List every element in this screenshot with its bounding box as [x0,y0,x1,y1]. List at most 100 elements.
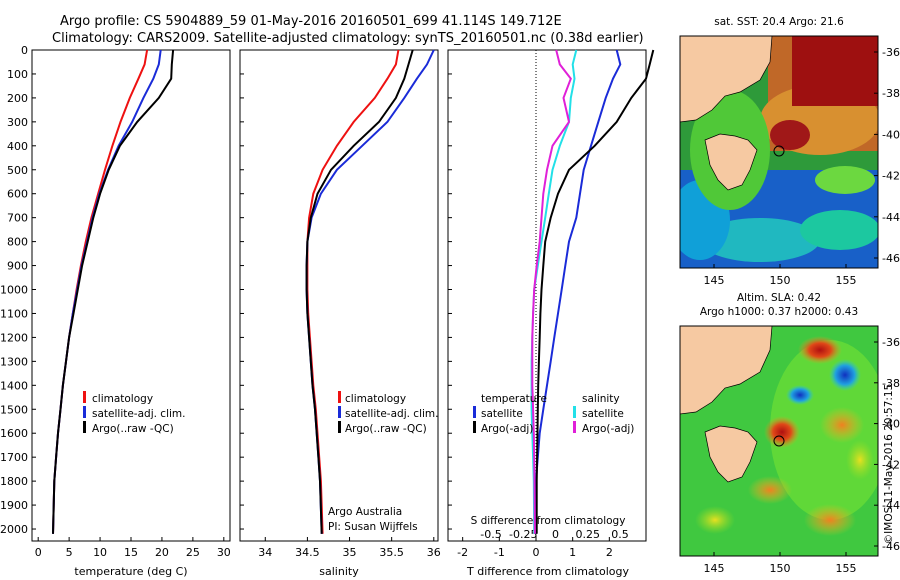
x-tick-label: 10 [93,546,107,559]
map-y-tick-label: -40 [882,418,900,431]
difference-lines [530,49,655,534]
sla-map-title-line2: Argo h1000: 0.37 h2000: 0.43 [700,306,858,318]
legend-t-satellite: satellite [481,408,523,420]
legend-swatch-argo [83,421,86,433]
x-tick-label: 0 [533,546,540,559]
temperature-xlabel: temperature (deg C) [74,565,187,578]
float-position-marker [773,435,785,447]
map-y-tick-label: -46 [882,540,900,553]
y-tick-label: 1000 [0,284,28,297]
x-top-tick-label: -0.5 [480,528,501,541]
temperature-legend: climatology satellite-adj. clim. Argo(..… [83,391,185,435]
y-tick-label: 1500 [0,403,28,416]
difference-axes [447,49,647,542]
y-tick-label: 100 [7,68,28,81]
map-y-tick-label: -36 [882,336,900,349]
x-tick-label: 34.5 [295,546,320,559]
salinity-panel: 34 34.5 35 35.5 36 salinity climatology sate… [239,49,441,578]
difference-panel: -2 -1 0 1 2-0.5 -0.25 0 0.25 0.5 S difference fr… [447,49,655,578]
series-line-satellite [535,49,622,534]
map-y-tick-label: -36 [882,46,900,59]
credit: ©IMOS 11-May-2016 20:57:15 [883,384,895,545]
map-x-tick-label: 155 [836,562,857,575]
salinity-lines [305,49,435,534]
legend-s-satellite: satellite [582,408,624,420]
map-y-tick-label: -46 [882,252,900,265]
x-top-tick-label: 0 [552,528,559,541]
legend-climatology: climatology [92,393,153,405]
series-line-satellite-adj-clim- [52,49,162,534]
y-tick-label: 700 [7,212,28,225]
title-line1: Argo profile: CS 5904889_59 01-May-2016 … [60,14,562,29]
y-tick-label: 200 [7,92,28,105]
temperature-panel: 0100200300400500600700800900100011001200… [0,44,452,578]
x-top-tick-label: 0.5 [611,528,629,541]
y-tick-label: 300 [7,116,28,129]
series-line-argo-raw-qc- [52,49,175,534]
y-tick-label: 1700 [0,451,28,464]
map-y-tick-label: -42 [882,458,900,471]
y-tick-label: 600 [7,188,28,201]
x-tick-label: 1 [569,546,576,559]
legend-swatch-s-argo [573,421,576,433]
legend-climatology: climatology [345,393,406,405]
difference-xlabel: T difference from climatology [466,565,629,578]
map-x-tick-label: 150 [770,274,791,287]
y-tick-label: 1600 [0,427,28,440]
difference-legend: temperature satellite Argo(-adj) salinit… [473,393,634,435]
legend-temperature-title: temperature [481,393,547,405]
map-y-tick-label: -44 [882,211,900,224]
x-tick-label: 34 [258,546,272,559]
sst-map-image [680,36,878,268]
legend-swatch-s-satellite [573,406,576,418]
map-x-tick-label: 150 [770,562,791,575]
x-top-tick-label: 0.25 [576,528,601,541]
legend-argo: Argo(..raw -QC) [92,423,174,435]
x-tick-label: 30 [217,546,231,559]
y-tick-label: 1100 [0,307,28,320]
x-tick-label: 15 [124,546,138,559]
y-tick-label: 500 [7,164,28,177]
legend-swatch-climatology [338,391,341,403]
legend-s-argo: Argo(-adj) [582,423,634,435]
sst-map-title: sat. SST: 20.4 Argo: 21.6 [714,16,844,28]
y-tick-label: 400 [7,140,28,153]
difference-tick-labels: -2 -1 0 1 2-0.5 -0.25 0 0.25 0.5 [457,528,629,559]
difference-top-label: S difference from climatology [471,515,626,527]
legend-argo: Argo(..raw -QC) [345,423,427,435]
sst-map: sat. SST: 20.4 Argo: 21.6 145 150 155 -36 -3… [679,16,900,287]
series-line-argo-adj- [535,49,655,534]
map-x-tick-label: 145 [704,274,725,287]
y-tick-label: 0 [21,44,28,57]
y-tick-label: 900 [7,260,28,273]
annotation-line2: PI: Susan Wijffels [328,521,418,533]
salinity-axes [239,49,439,542]
legend-t-argo: Argo(-adj) [481,423,533,435]
y-tick-label: 1800 [0,475,28,488]
map-y-tick-label: -38 [882,377,900,390]
x-tick-label: 35.5 [379,546,404,559]
map-x-tick-label: 145 [704,562,725,575]
series-line-climatology [52,49,149,534]
legend-satellite: satellite-adj. clim. [92,408,185,420]
map-y-tick-label: -38 [882,87,900,100]
x-tick-label: 0 [35,546,42,559]
legend-satellite: satellite-adj. clim. [345,408,438,420]
series-line-argo-raw-qc- [305,49,414,534]
map-y-tick-label: -40 [882,128,900,141]
salinity-legend: climatology satellite-adj. clim. Argo(..… [338,391,438,435]
series-line-satellite-adj-clim- [305,49,435,534]
series-line-satellite [530,49,578,534]
sla-map-title-line1: Altim. SLA: 0.42 [737,292,821,304]
sla-map-image [680,326,878,556]
x-tick-label: 20 [155,546,169,559]
salinity-xlabel: salinity [319,565,359,578]
legend-swatch-climatology [83,391,86,403]
x-tick-label: 25 [186,546,200,559]
legend-swatch-t-argo [473,421,476,433]
legend-swatch-argo [338,421,341,433]
title-line2: Climatology: CARS2009. Satellite-adjuste… [52,31,644,46]
map-x-tick-label: 155 [836,274,857,287]
legend-swatch-t-satellite [473,406,476,418]
